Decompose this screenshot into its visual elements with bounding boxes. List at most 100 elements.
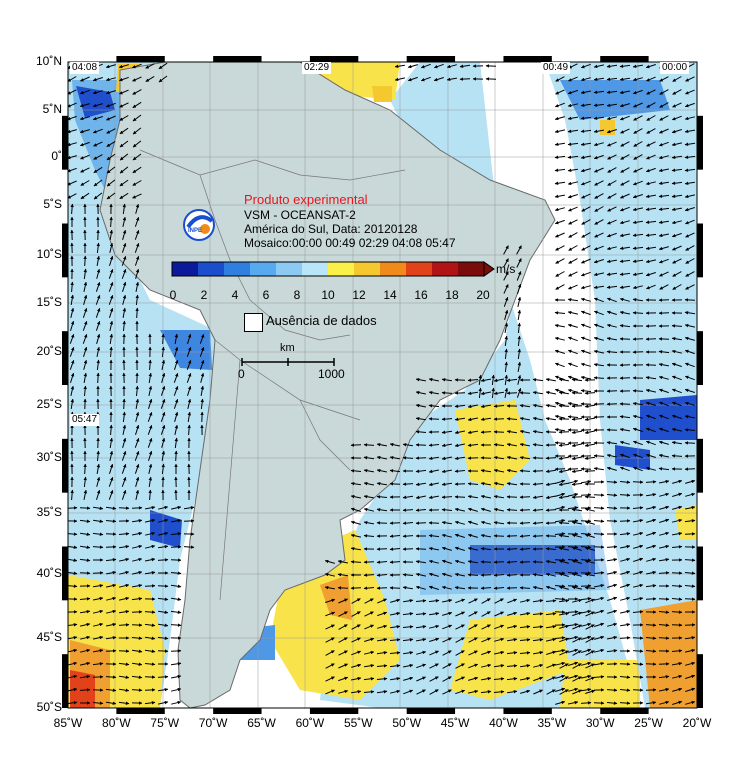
wind-arrow	[545, 456, 557, 460]
wind-arrow	[187, 424, 191, 436]
lon-label: 80˚W	[102, 716, 131, 730]
wind-arrow	[390, 598, 401, 603]
wind-arrow	[532, 403, 544, 408]
wind-arrow	[68, 545, 78, 549]
colorbar-tick-label: 10	[321, 288, 335, 302]
wind-arrow	[658, 155, 669, 160]
wind-arrow	[506, 508, 518, 512]
wind-arrow	[568, 206, 578, 212]
wind-arrow	[532, 599, 544, 603]
wind-arrow	[199, 333, 205, 344]
wind-arrow	[402, 482, 414, 486]
wind-arrow	[338, 637, 348, 643]
wind-arrow	[170, 687, 182, 692]
wind-arrow	[350, 586, 362, 590]
wind-arrow	[532, 560, 544, 564]
wind-arrow	[454, 507, 466, 512]
wind-arrow	[516, 271, 522, 281]
wind-arrow	[619, 519, 631, 523]
wind-arrow	[135, 294, 139, 306]
wind-arrow	[338, 624, 348, 630]
wind-arrow	[619, 103, 630, 108]
wind-arrow	[157, 636, 169, 640]
wind-arrow	[83, 346, 88, 357]
wind-arrow	[351, 637, 361, 643]
wind-arrow	[467, 494, 478, 499]
wind-arrow	[545, 612, 557, 616]
wind-arrow	[585, 650, 595, 656]
wind-arrow	[158, 610, 169, 614]
wind-arrow	[593, 116, 605, 120]
wind-arrow	[325, 689, 335, 695]
wind-arrow	[519, 521, 531, 525]
wind-arrow	[433, 63, 444, 69]
wind-arrow	[338, 663, 348, 669]
wind-arrow	[581, 193, 591, 199]
lat-label: 15˚S	[36, 295, 62, 309]
wind-arrow	[147, 437, 153, 448]
wind-arrow	[68, 648, 78, 653]
wind-arrow	[363, 650, 375, 655]
wind-arrow	[585, 598, 595, 604]
colorbar-tick-label: 8	[293, 288, 301, 302]
wind-arrow	[403, 689, 414, 695]
wind-arrow	[415, 560, 426, 564]
wind-arrow	[148, 463, 153, 475]
colorbar-segment	[250, 262, 277, 276]
wind-arrow	[493, 521, 505, 525]
wind-arrow	[558, 377, 569, 382]
wind-arrow	[593, 142, 604, 147]
lon-label: 20˚W	[682, 716, 712, 730]
wind-arrow	[517, 296, 522, 308]
wind-arrow	[619, 77, 630, 82]
wind-arrow	[122, 294, 127, 305]
wind-arrow	[571, 417, 583, 421]
colorbar-tick-label: 16	[414, 288, 428, 302]
wind-arrow	[93, 596, 104, 601]
wind-arrow	[389, 638, 401, 642]
colorbar	[171, 261, 495, 277]
wind-arrow	[389, 560, 401, 564]
wind-arrow	[148, 489, 152, 501]
colorbar-tick-label: 18	[445, 288, 459, 302]
wind-arrow	[135, 398, 140, 409]
wind-arrow	[160, 398, 166, 409]
wind-arrow	[95, 320, 101, 331]
wind-arrow	[135, 268, 140, 279]
wind-arrow	[93, 166, 103, 174]
wind-arrow	[96, 333, 101, 344]
wind-arrow	[455, 637, 465, 643]
wind-arrow	[131, 597, 143, 601]
wind-arrow	[559, 689, 569, 695]
wind-arrow	[585, 637, 595, 643]
wind-arrow	[415, 547, 427, 551]
wind-arrow	[79, 506, 91, 510]
wind-arrow	[69, 333, 75, 344]
wind-arrow	[70, 489, 74, 501]
wind-arrow	[532, 443, 544, 447]
wind-arrow	[351, 611, 361, 617]
wind-arrow	[132, 662, 143, 666]
wind-arrow	[68, 661, 78, 666]
wind-arrow	[593, 77, 604, 82]
wind-arrow	[134, 229, 140, 240]
wind-arrow	[337, 586, 349, 590]
wind-arrow	[632, 220, 643, 225]
wind-arrow	[572, 637, 582, 643]
wind-arrow	[69, 359, 75, 370]
wind-arrow	[92, 90, 103, 95]
wind-arrow	[441, 495, 453, 499]
wind-arrow	[122, 320, 126, 332]
wind-arrow	[619, 64, 631, 68]
wind-arrow	[580, 129, 592, 133]
wind-arrow	[572, 598, 583, 603]
wind-arrow	[135, 424, 140, 435]
wind-arrow	[517, 348, 521, 360]
wind-arrow	[545, 430, 557, 434]
wind-arrow	[363, 520, 374, 525]
wind-arrow	[83, 255, 87, 267]
wind-arrow	[119, 102, 129, 108]
wind-arrow	[119, 153, 129, 161]
wind-arrow	[92, 545, 104, 549]
colorbar-tick-label: 20	[476, 288, 490, 302]
